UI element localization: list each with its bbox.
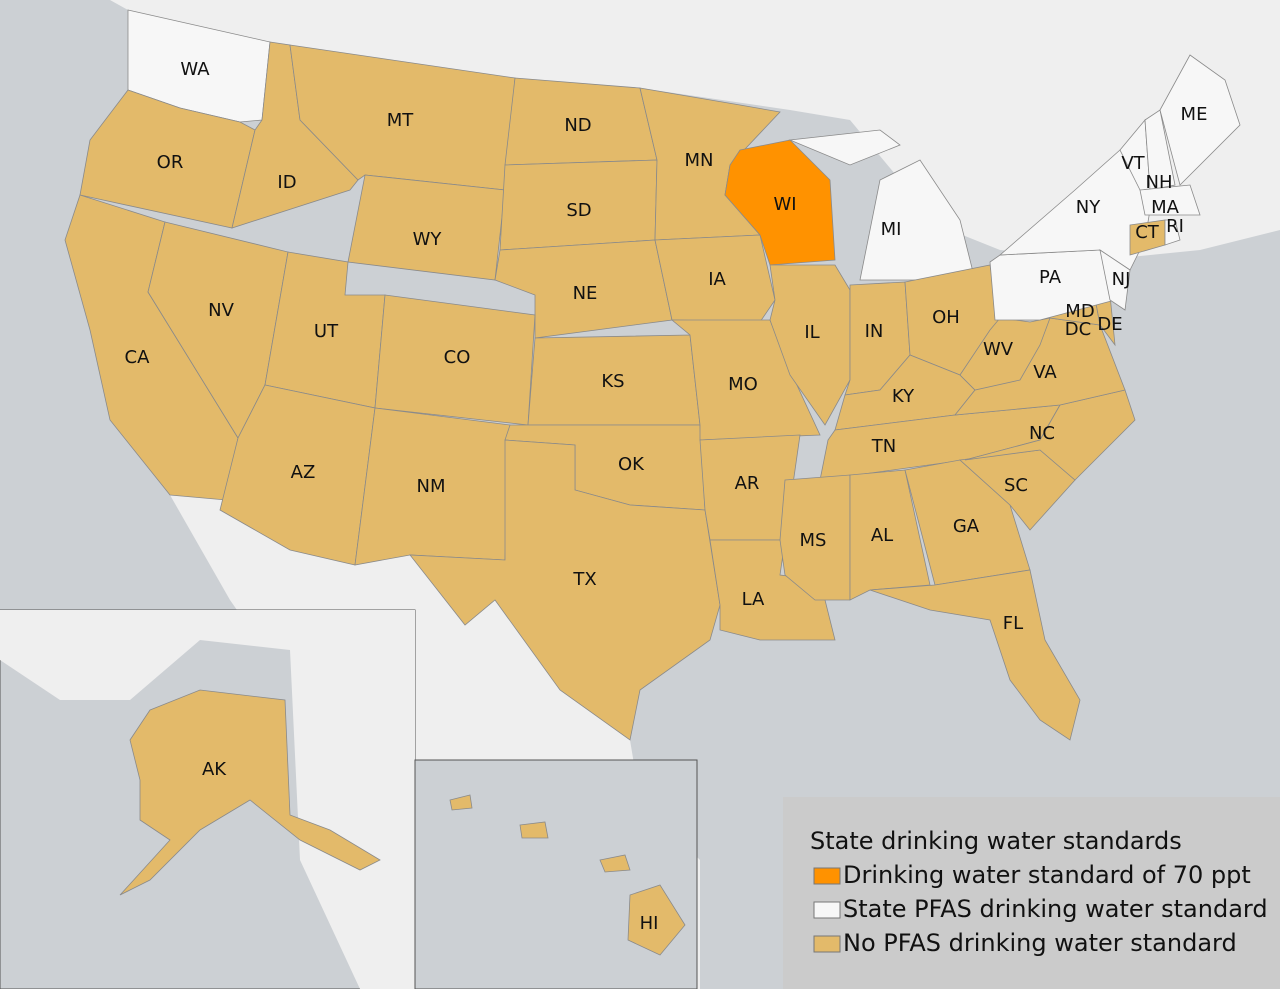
state-label: OH	[932, 307, 960, 328]
state-label: MI	[881, 219, 902, 240]
legend: Drinking water standard of 70 ppt State P…	[813, 861, 1268, 957]
state-label: KY	[892, 386, 915, 407]
state-shape	[119, 689, 381, 896]
inset-states	[119, 689, 686, 956]
state-labels: WA OR CA ID MT WY ND SD NE NV UT CO AZ NM KS OK TX MN IA MO…	[125, 59, 1208, 934]
state-label: WY	[413, 229, 443, 250]
state-label: MS	[800, 530, 827, 551]
state-shape	[449, 794, 686, 956]
state-label: IA	[708, 269, 726, 290]
state-label: SD	[566, 200, 591, 221]
state-label: DC	[1065, 319, 1091, 340]
state-label: VT	[1121, 153, 1145, 174]
state-shape	[1144, 109, 1176, 191]
state-label: IN	[865, 321, 884, 342]
state-label: CA	[125, 347, 151, 368]
state-label: WA	[180, 59, 210, 80]
legend-label: State PFAS drinking water standard	[843, 895, 1268, 923]
states	[64, 9, 1241, 741]
state-label: AK	[202, 759, 227, 780]
legend-title: State drinking water standards	[810, 827, 1182, 855]
state-label: MT	[387, 110, 415, 131]
state-label: NJ	[1112, 269, 1131, 290]
state-label: TX	[572, 569, 596, 590]
state-label: HI	[640, 913, 659, 934]
state-label: TN	[871, 436, 896, 457]
state-label: AZ	[291, 462, 316, 483]
state-label: FL	[1003, 613, 1023, 634]
state-label: NE	[573, 283, 598, 304]
state-label: AR	[735, 473, 760, 494]
state-shape	[964, 389, 1136, 481]
legend-box	[783, 797, 1280, 989]
state-label: ID	[277, 172, 296, 193]
state-shape	[1159, 54, 1241, 186]
state-shape	[1099, 249, 1131, 311]
state-label: OK	[618, 454, 645, 475]
state-label: DE	[1097, 314, 1122, 335]
canada	[0, 0, 1280, 260]
state-label: MN	[685, 150, 714, 171]
state-label: NH	[1146, 172, 1173, 193]
legend-swatch	[813, 935, 841, 953]
state-shape	[869, 569, 1081, 741]
state-shape	[654, 234, 776, 323]
state-shape	[347, 174, 506, 281]
legend-swatch	[813, 901, 841, 919]
state-label: NY	[1076, 197, 1101, 218]
state-label: RI	[1166, 216, 1184, 237]
state-label: MD	[1065, 301, 1094, 322]
legend-swatch	[813, 867, 841, 885]
state-label: AL	[871, 525, 893, 546]
state-shape	[1139, 184, 1201, 216]
state-label: KS	[601, 371, 624, 392]
state-label: CT	[1135, 222, 1160, 243]
hawaii-inset	[414, 759, 698, 989]
state-label: CO	[444, 347, 471, 368]
state-shape	[409, 439, 721, 741]
state-label: MA	[1151, 197, 1180, 218]
state-label: PA	[1039, 267, 1062, 288]
legend-label: Drinking water standard of 70 ppt	[843, 861, 1251, 889]
state-label: LA	[742, 589, 765, 610]
state-label: MO	[728, 374, 758, 395]
state-label: ME	[1181, 104, 1208, 125]
state-shape	[1164, 219, 1181, 246]
state-label: NV	[208, 300, 234, 321]
state-label: WI	[773, 194, 796, 215]
inset-land	[0, 610, 415, 989]
state-label: NC	[1029, 423, 1055, 444]
state-label: VA	[1033, 362, 1057, 383]
state-label: UT	[314, 321, 339, 342]
state-label: GA	[953, 516, 980, 537]
state-label: OR	[157, 152, 184, 173]
state-label: SC	[1004, 475, 1028, 496]
state-shape	[904, 459, 1031, 586]
state-label: ND	[564, 115, 591, 136]
state-shape	[769, 264, 851, 426]
state-label: NM	[417, 476, 446, 497]
state-label: WV	[983, 339, 1014, 360]
state-label: IL	[804, 322, 819, 343]
legend-label: No PFAS drinking water standard	[843, 929, 1237, 957]
